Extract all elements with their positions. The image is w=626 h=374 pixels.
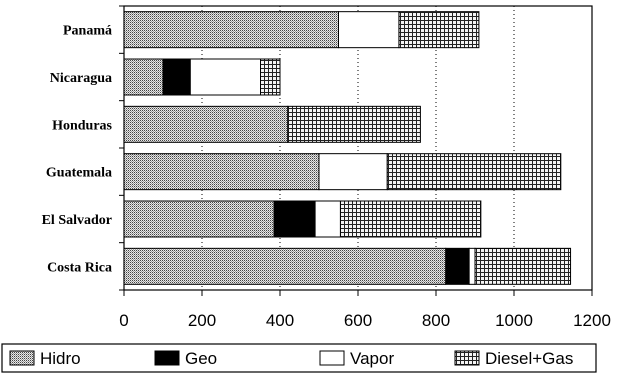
- bar-segment-hidro: [123, 11, 339, 49]
- legend-label: Geo: [185, 349, 217, 368]
- bar-segment-geo: [273, 200, 316, 238]
- legend-swatch: [454, 350, 480, 366]
- legend-label: Hidro: [40, 349, 81, 368]
- bar-segment-hidro: [123, 153, 320, 191]
- category-label: Guatemala: [46, 166, 112, 181]
- x-tick-label: 1200: [573, 311, 611, 330]
- category-label: Nicaragua: [50, 71, 112, 86]
- x-tick-label: 400: [266, 311, 294, 330]
- category-label: Honduras: [52, 118, 112, 133]
- bar-segment-diesel-gas: [474, 247, 572, 285]
- x-tick-label: 0: [119, 311, 128, 330]
- bar-segment-vapor: [318, 153, 388, 191]
- bar-segment-vapor: [338, 11, 400, 49]
- legend: Hidro Geo Vapor Diesel+Gas: [1, 343, 597, 373]
- bar-segment-diesel-gas: [398, 11, 480, 49]
- legend-swatch: [154, 350, 180, 366]
- x-tick-label: 1000: [495, 311, 533, 330]
- plot-frame: [123, 5, 593, 291]
- bar-segment-vapor: [314, 200, 341, 238]
- bar-segment-hidro: [123, 200, 275, 238]
- legend-label: Diesel+Gas: [485, 349, 573, 368]
- plot-area: Panamá Nicaragua Honduras Guatemala El Salva…: [42, 5, 611, 330]
- x-tick-label: 800: [422, 311, 450, 330]
- legend-swatch: [9, 350, 35, 366]
- x-tick-label: 600: [344, 311, 372, 330]
- bar-segment-geo: [162, 58, 191, 96]
- category-label: Panamá: [63, 24, 112, 39]
- legend-box: [1, 343, 597, 373]
- bar-segment-diesel-gas: [287, 105, 421, 143]
- category-label: El Salvador: [42, 213, 112, 228]
- bar-segment-vapor: [468, 247, 476, 285]
- legend-swatch: [319, 350, 345, 366]
- bar-segment-hidro: [123, 105, 289, 143]
- bar-segment-vapor: [189, 58, 261, 96]
- bar-segment-hidro: [123, 58, 164, 96]
- bar-segment-diesel-gas: [339, 200, 482, 238]
- bar-segment-geo: [445, 247, 470, 285]
- bar-segment-diesel-gas: [386, 153, 562, 191]
- bar-segment-diesel-gas: [260, 58, 281, 96]
- category-label: Costa Rica: [47, 260, 112, 275]
- legend-label: Vapor: [350, 349, 394, 368]
- bar-segment-hidro: [123, 247, 447, 285]
- x-tick-label: 200: [188, 311, 216, 330]
